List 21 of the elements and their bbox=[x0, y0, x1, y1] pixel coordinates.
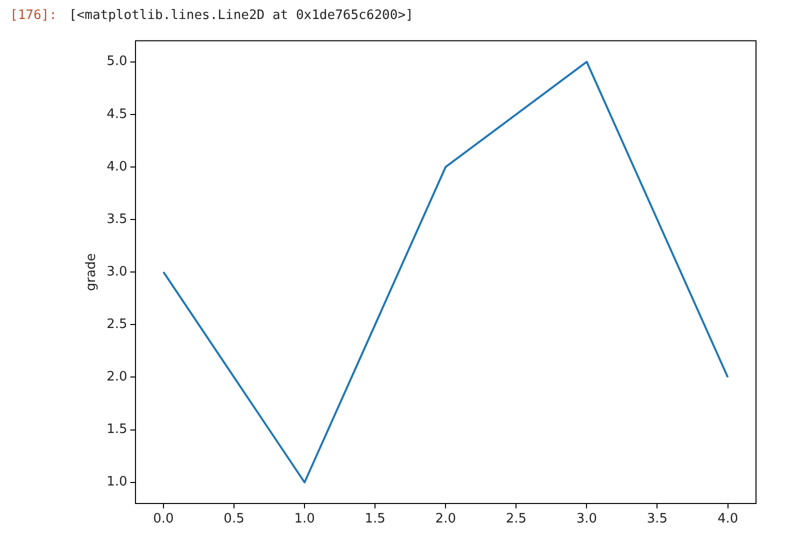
x-tick-label: 2.0 bbox=[435, 512, 456, 527]
x-tick-label: 4.0 bbox=[717, 512, 738, 527]
y-axis-title: grade bbox=[84, 253, 100, 292]
y-tick-label: 3.0 bbox=[106, 264, 128, 280]
y-tick-label: 4.5 bbox=[106, 106, 128, 122]
y-tick-label: 5.0 bbox=[106, 54, 128, 70]
x-tick-label: 2.5 bbox=[506, 512, 527, 527]
text: [176]: bbox=[10, 8, 57, 25]
y-tick-label: 3.5 bbox=[106, 212, 128, 227]
y-tick-label: 1.5 bbox=[106, 422, 128, 438]
x-tick-label: 1.5 bbox=[364, 512, 386, 527]
y-tick-label: 2.0 bbox=[106, 370, 128, 385]
y-tick-label: 2.5 bbox=[106, 317, 128, 332]
y-tick-label: 4.0 bbox=[106, 159, 128, 174]
text: [<matplotlib.lines.Line2D at 0x1de765c6200>] bbox=[68, 8, 414, 25]
x-tick-label: 3.0 bbox=[576, 512, 598, 527]
x-tick-label: 0.0 bbox=[153, 512, 174, 527]
y-tick-label: 1.0 bbox=[106, 474, 128, 490]
x-tick-label: 1.0 bbox=[294, 512, 315, 527]
x-tick-label: 3.5 bbox=[646, 512, 668, 527]
x-tick-label: 0.5 bbox=[224, 512, 244, 527]
